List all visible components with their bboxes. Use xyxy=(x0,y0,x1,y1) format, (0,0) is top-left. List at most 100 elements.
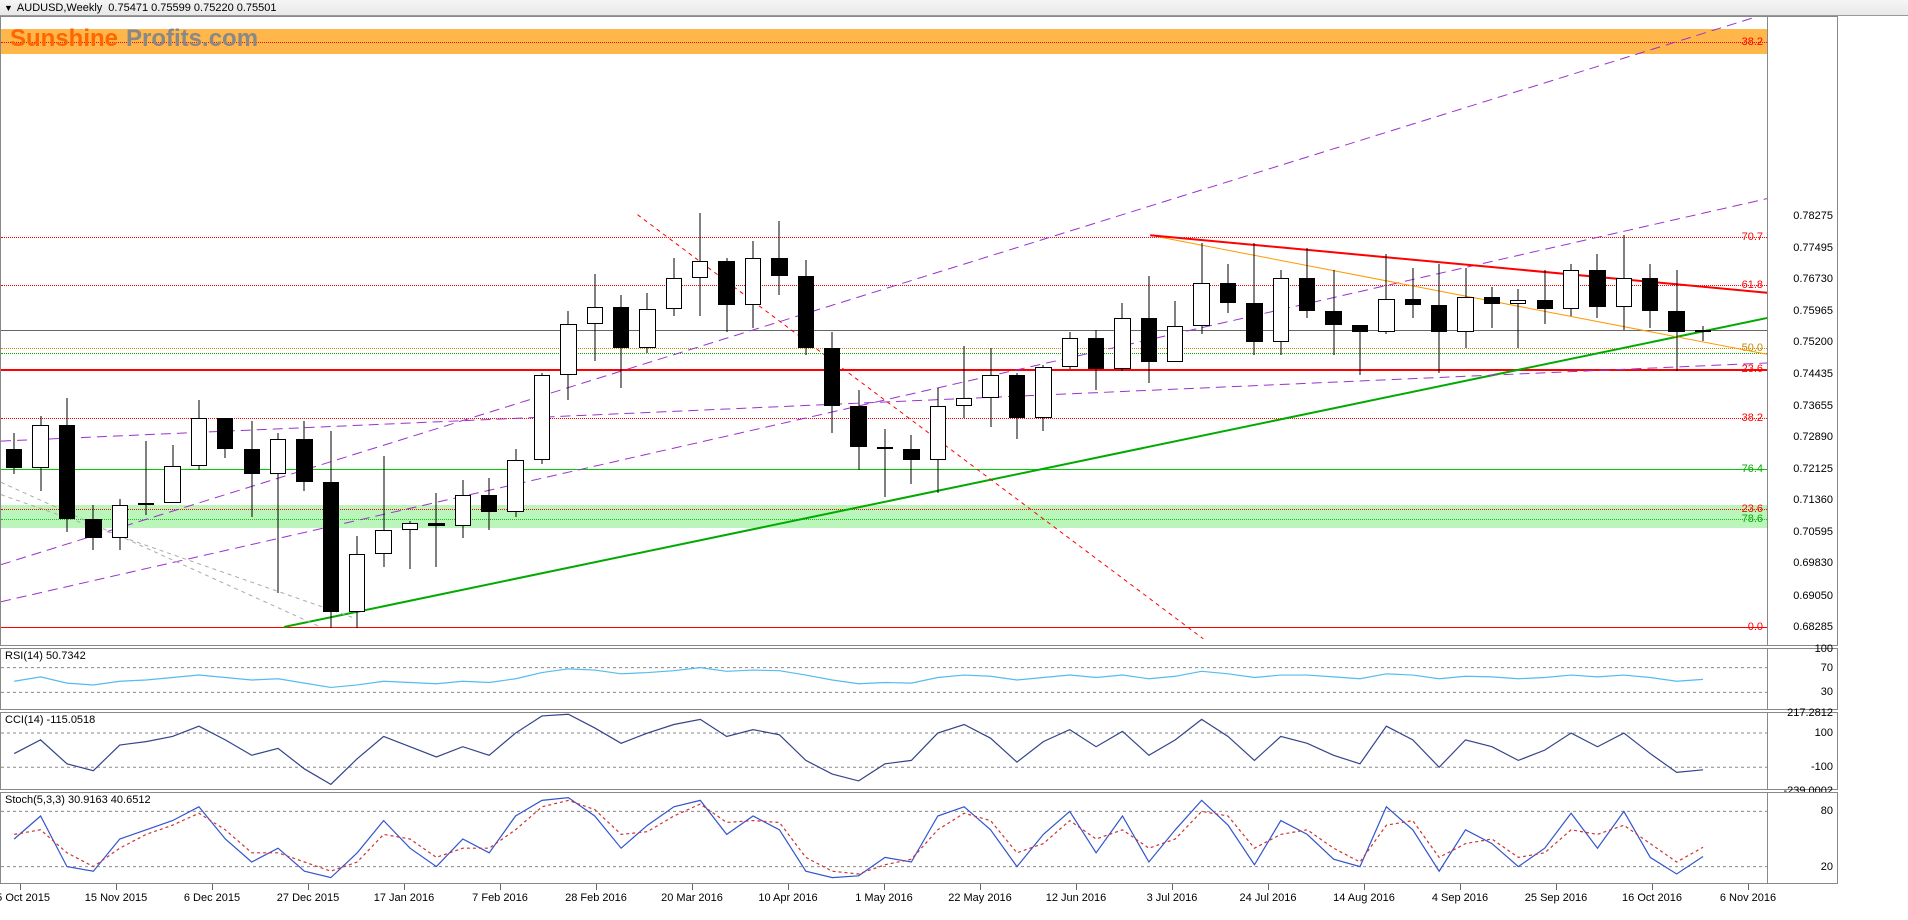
x-tick xyxy=(1076,884,1077,890)
candle xyxy=(982,17,998,645)
y-tick-label: 0.70595 xyxy=(1793,526,1833,538)
x-tick xyxy=(212,884,213,890)
candle xyxy=(877,17,893,645)
candle xyxy=(1431,17,1447,645)
x-tick xyxy=(1172,884,1173,890)
candle xyxy=(323,17,339,645)
ohlc-label: 0.75471 0.75599 0.75220 0.75501 xyxy=(108,2,276,14)
y-tick-label: 217.2812 xyxy=(1787,707,1833,719)
x-tick-label: 25 Sep 2016 xyxy=(1525,892,1587,904)
chart-container: ▼ AUDUSD,Weekly 0.75471 0.75599 0.75220 … xyxy=(0,0,1908,920)
x-tick-label: 17 Jan 2016 xyxy=(374,892,435,904)
candle xyxy=(798,17,814,645)
stoch-label: Stoch(5,3,3) 30.9163 40.6512 xyxy=(5,794,151,806)
candle xyxy=(1484,17,1500,645)
candle xyxy=(587,17,603,645)
x-tick-label: 6 Dec 2015 xyxy=(184,892,240,904)
candle xyxy=(1035,17,1051,645)
y-tick-label: 0.76730 xyxy=(1793,273,1833,285)
candle xyxy=(1141,17,1157,645)
price-panel[interactable]: 0.023.676.478.638.223.650.061.870.738.20… xyxy=(0,16,1838,646)
fib-label: 23.6 xyxy=(1742,363,1763,375)
candle xyxy=(1220,17,1236,645)
candle xyxy=(6,17,22,645)
candle xyxy=(1062,17,1078,645)
x-tick-label: 14 Aug 2016 xyxy=(1333,892,1395,904)
y-tick-label: 0.69050 xyxy=(1793,590,1833,602)
candle xyxy=(1695,17,1711,645)
candle xyxy=(1246,17,1262,645)
y-tick-label: 30 xyxy=(1821,686,1833,698)
price-plot-area[interactable]: 0.023.676.478.638.223.650.061.870.738.20… xyxy=(1,17,1767,645)
x-tick xyxy=(1556,884,1557,890)
candle xyxy=(613,17,629,645)
x-tick xyxy=(20,884,21,890)
x-tick xyxy=(596,884,597,890)
x-tick-label: 4 Sep 2016 xyxy=(1432,892,1488,904)
candle xyxy=(1616,17,1632,645)
candle xyxy=(956,17,972,645)
candle xyxy=(1009,17,1025,645)
candle xyxy=(270,17,286,645)
candle xyxy=(59,17,75,645)
candle xyxy=(138,17,154,645)
candle xyxy=(1642,17,1658,645)
candle xyxy=(639,17,655,645)
cci-y-axis: -239.0002-100100217.2812 xyxy=(1767,713,1837,789)
candle xyxy=(32,17,48,645)
candle xyxy=(112,17,128,645)
candle xyxy=(191,17,207,645)
collapse-icon[interactable]: ▼ xyxy=(4,3,13,13)
rsi-label: RSI(14) 50.7342 xyxy=(5,650,86,662)
candle xyxy=(481,17,497,645)
candle xyxy=(1668,17,1684,645)
stoch-panel[interactable]: Stoch(5,3,3) 30.9163 40.6512 2080 xyxy=(0,792,1838,884)
x-tick-label: 16 Oct 2016 xyxy=(1622,892,1682,904)
fib-label: 76.4 xyxy=(1742,463,1763,475)
candle xyxy=(1563,17,1579,645)
candle xyxy=(85,17,101,645)
candle xyxy=(1589,17,1605,645)
y-tick-label: 0.68285 xyxy=(1793,621,1833,633)
candle xyxy=(375,17,391,645)
cci-panel[interactable]: CCI(14) -115.0518 -239.0002-100100217.28… xyxy=(0,712,1838,790)
candle xyxy=(1378,17,1394,645)
candle xyxy=(217,17,233,645)
x-tick xyxy=(1460,884,1461,890)
candle xyxy=(1299,17,1315,645)
candle xyxy=(1088,17,1104,645)
x-tick-label: 15 Nov 2015 xyxy=(85,892,147,904)
y-tick-label: 80 xyxy=(1821,805,1833,817)
candle xyxy=(1273,17,1289,645)
x-tick-label: 20 Mar 2016 xyxy=(661,892,723,904)
candle xyxy=(164,17,180,645)
y-tick-label: 0.71360 xyxy=(1793,494,1833,506)
x-tick xyxy=(308,884,309,890)
x-tick xyxy=(1748,884,1749,890)
candle xyxy=(666,17,682,645)
candle xyxy=(824,17,840,645)
x-tick-label: 24 Jul 2016 xyxy=(1240,892,1297,904)
candle xyxy=(1193,17,1209,645)
y-tick-label: 0.73655 xyxy=(1793,400,1833,412)
candle xyxy=(560,17,576,645)
candle xyxy=(1537,17,1553,645)
candle xyxy=(244,17,260,645)
time-axis: 25 Oct 201515 Nov 20156 Dec 201527 Dec 2… xyxy=(0,884,1908,920)
rsi-panel[interactable]: RSI(14) 50.7342 3070100 xyxy=(0,648,1838,710)
x-tick-label: 6 Nov 2016 xyxy=(1720,892,1776,904)
candle xyxy=(349,17,365,645)
x-tick-label: 27 Dec 2015 xyxy=(277,892,339,904)
candle xyxy=(850,17,866,645)
stoch-y-axis: 2080 xyxy=(1767,793,1837,883)
candle xyxy=(1405,17,1421,645)
y-tick-label: 0.69830 xyxy=(1793,557,1833,569)
candle xyxy=(1510,17,1526,645)
x-tick xyxy=(500,884,501,890)
candle xyxy=(745,17,761,645)
candle xyxy=(1167,17,1183,645)
y-tick-label: 0.74435 xyxy=(1793,368,1833,380)
y-tick-label: 70 xyxy=(1821,662,1833,674)
x-tick xyxy=(116,884,117,890)
symbol-label: AUDUSD,Weekly xyxy=(17,2,102,14)
